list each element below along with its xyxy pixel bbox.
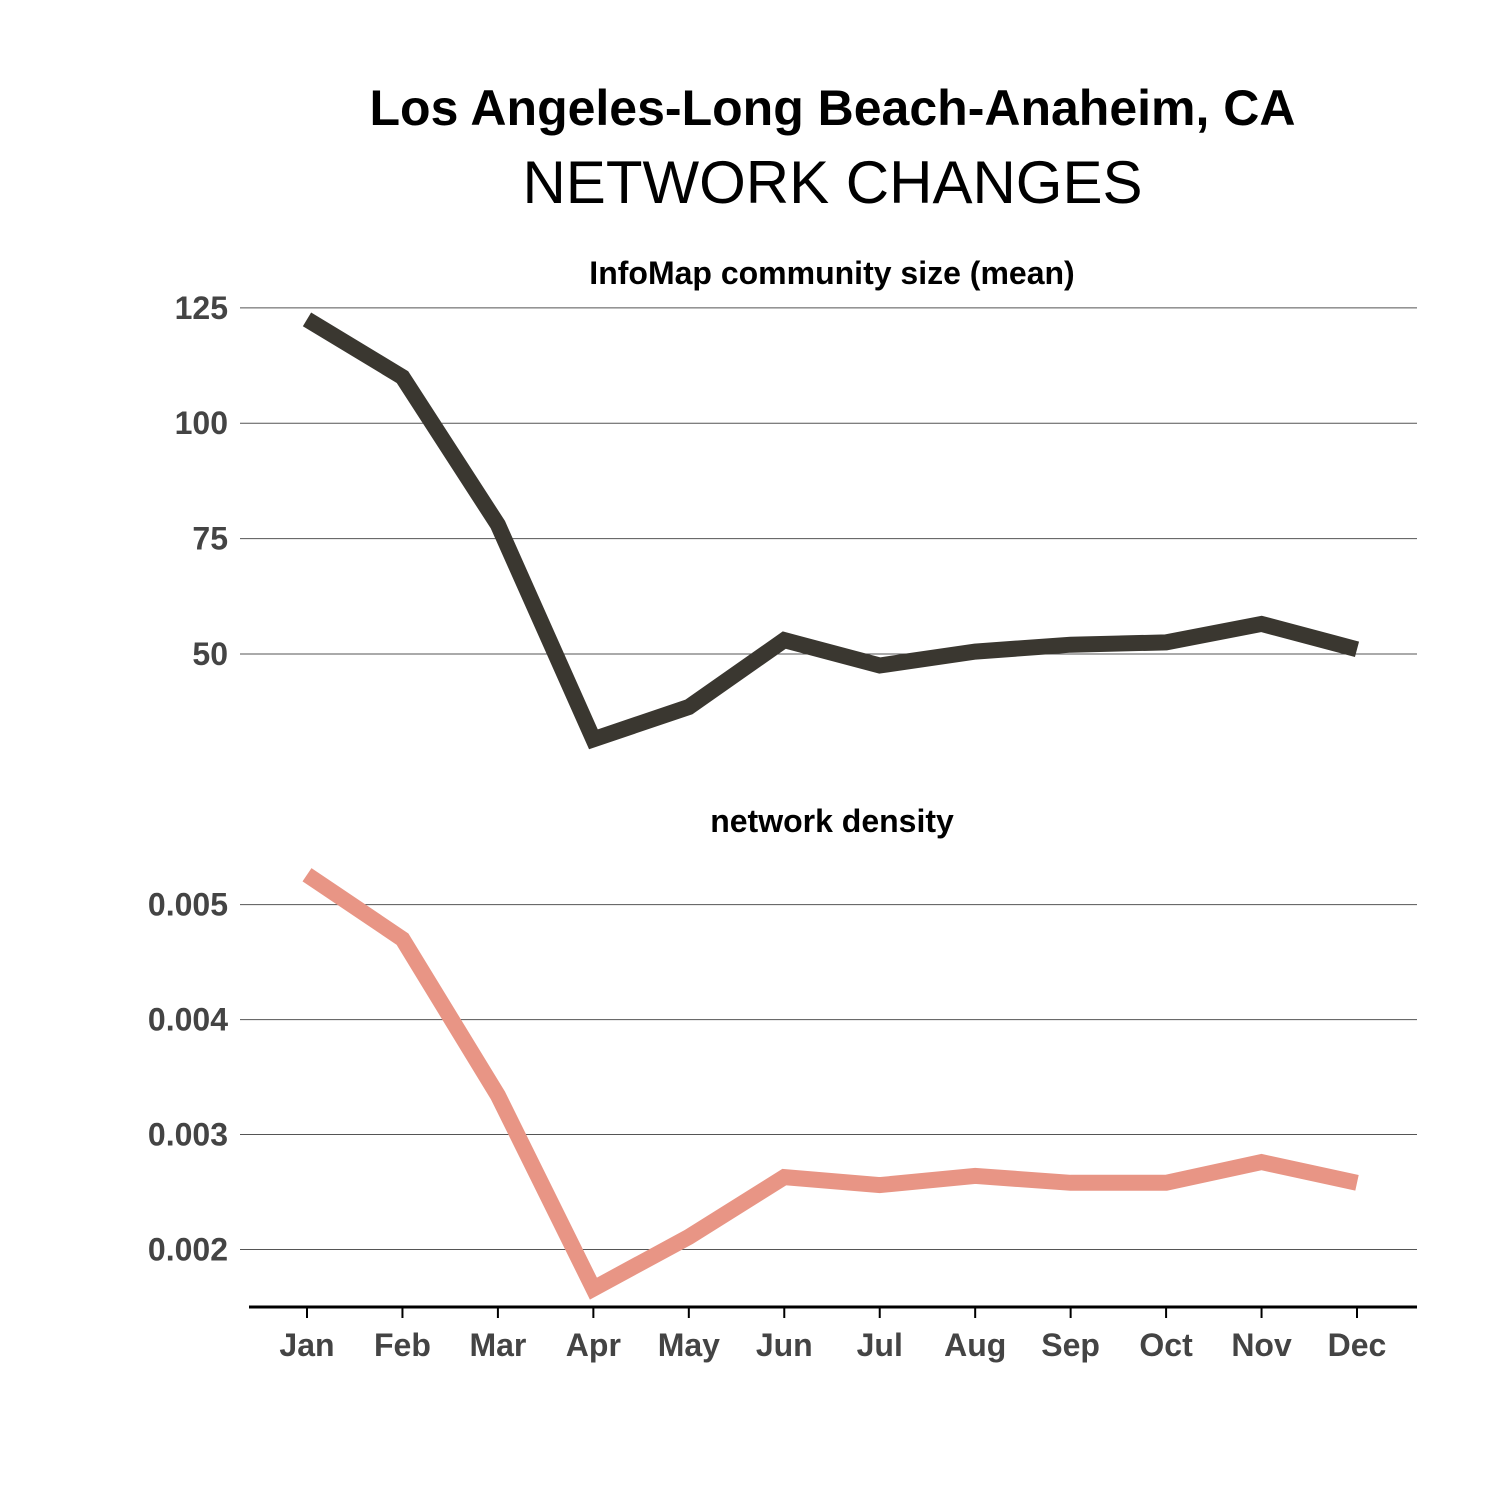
x-tick-label: May <box>658 1327 720 1363</box>
community-size-y-tick-label: 50 <box>192 636 228 672</box>
network-density-y-tick-label: 0.002 <box>148 1232 228 1268</box>
network-density-panel: network density 0.002 0.003 0.004 0.005 <box>148 803 1417 1300</box>
community-size-title: InfoMap community size (mean) <box>589 255 1074 291</box>
network-density-series-line <box>302 868 1359 1300</box>
x-tick-label: Nov <box>1231 1327 1292 1363</box>
x-tick-label: Feb <box>374 1327 431 1363</box>
community-size-y-tick-label: 100 <box>175 405 228 441</box>
x-tick-label: Dec <box>1328 1327 1387 1363</box>
network-density-y-tick-label: 0.003 <box>148 1117 228 1153</box>
community-size-series-line <box>302 312 1360 750</box>
x-tick-label: Oct <box>1139 1327 1193 1363</box>
x-tick-label: Jul <box>857 1327 903 1363</box>
x-tick-label: Apr <box>566 1327 621 1363</box>
network-density-y-tick-label: 0.005 <box>148 887 228 923</box>
x-tick-label: Aug <box>944 1327 1006 1363</box>
x-tick-label: Jun <box>756 1327 813 1363</box>
community-size-y-tick-label: 125 <box>175 290 228 326</box>
community-size-y-tick-label: 75 <box>192 521 228 557</box>
chart-subtitle: NETWORK CHANGES <box>522 149 1143 216</box>
x-tick-label: Mar <box>469 1327 526 1363</box>
chart-title: Los Angeles-Long Beach-Anaheim, CA <box>369 80 1296 136</box>
x-axis: Jan Feb Mar Apr May Jun Jul Aug Sep Oct Nov Dec <box>249 1305 1417 1363</box>
network-density-y-tick-label: 0.004 <box>148 1002 228 1038</box>
network-density-title: network density <box>710 803 954 839</box>
community-size-panel: InfoMap community size (mean) 50 75 100 125 <box>175 255 1417 750</box>
x-tick-label: Jan <box>279 1327 334 1363</box>
x-tick-label: Sep <box>1041 1327 1100 1363</box>
